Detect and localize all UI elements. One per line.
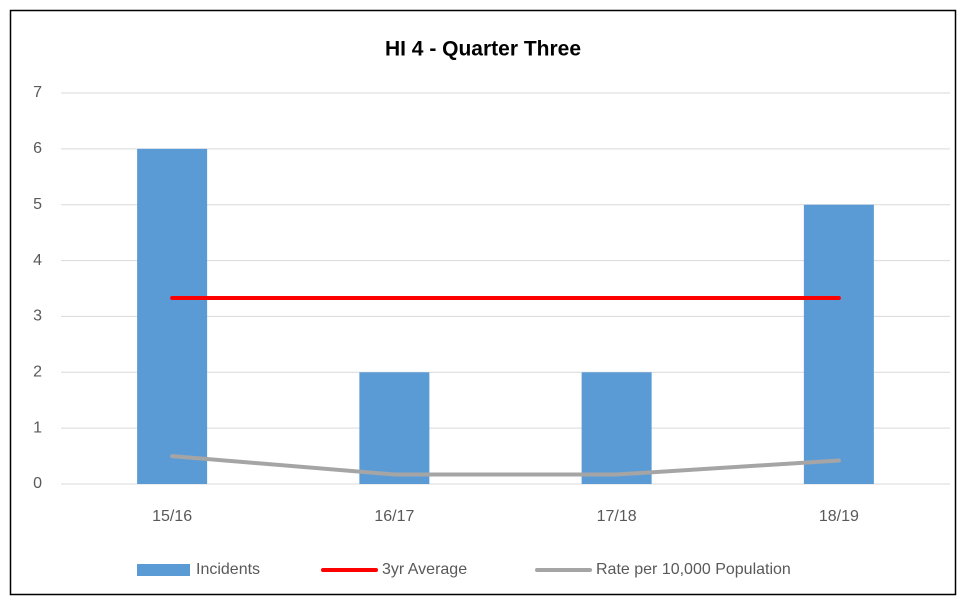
bar: [359, 372, 430, 484]
y-tick-label: 1: [33, 419, 42, 436]
line-series: [170, 454, 841, 477]
y-tick-label: 3: [33, 308, 42, 325]
x-tick-label: 16/17: [374, 508, 414, 525]
y-tick-label: 4: [33, 252, 42, 269]
y-tick-label: 6: [33, 140, 42, 157]
bar: [137, 148, 208, 484]
legend-label: Incidents: [196, 561, 260, 578]
y-tick-label: 5: [33, 196, 42, 213]
legend-swatch: [137, 564, 190, 576]
y-tick-label: 2: [33, 364, 42, 381]
x-tick-label: 15/16: [152, 508, 192, 525]
x-tick-label: 18/19: [819, 508, 859, 525]
bar: [803, 204, 874, 484]
y-tick-label: 0: [33, 475, 42, 492]
x-tick-label: 17/18: [597, 508, 637, 525]
y-tick-label: 7: [33, 84, 42, 101]
bar: [581, 372, 652, 484]
legend-label: 3yr Average: [382, 561, 467, 578]
chart-title: HI 4 - Quarter Three: [385, 38, 581, 61]
legend-label: Rate per 10,000 Population: [596, 561, 791, 578]
